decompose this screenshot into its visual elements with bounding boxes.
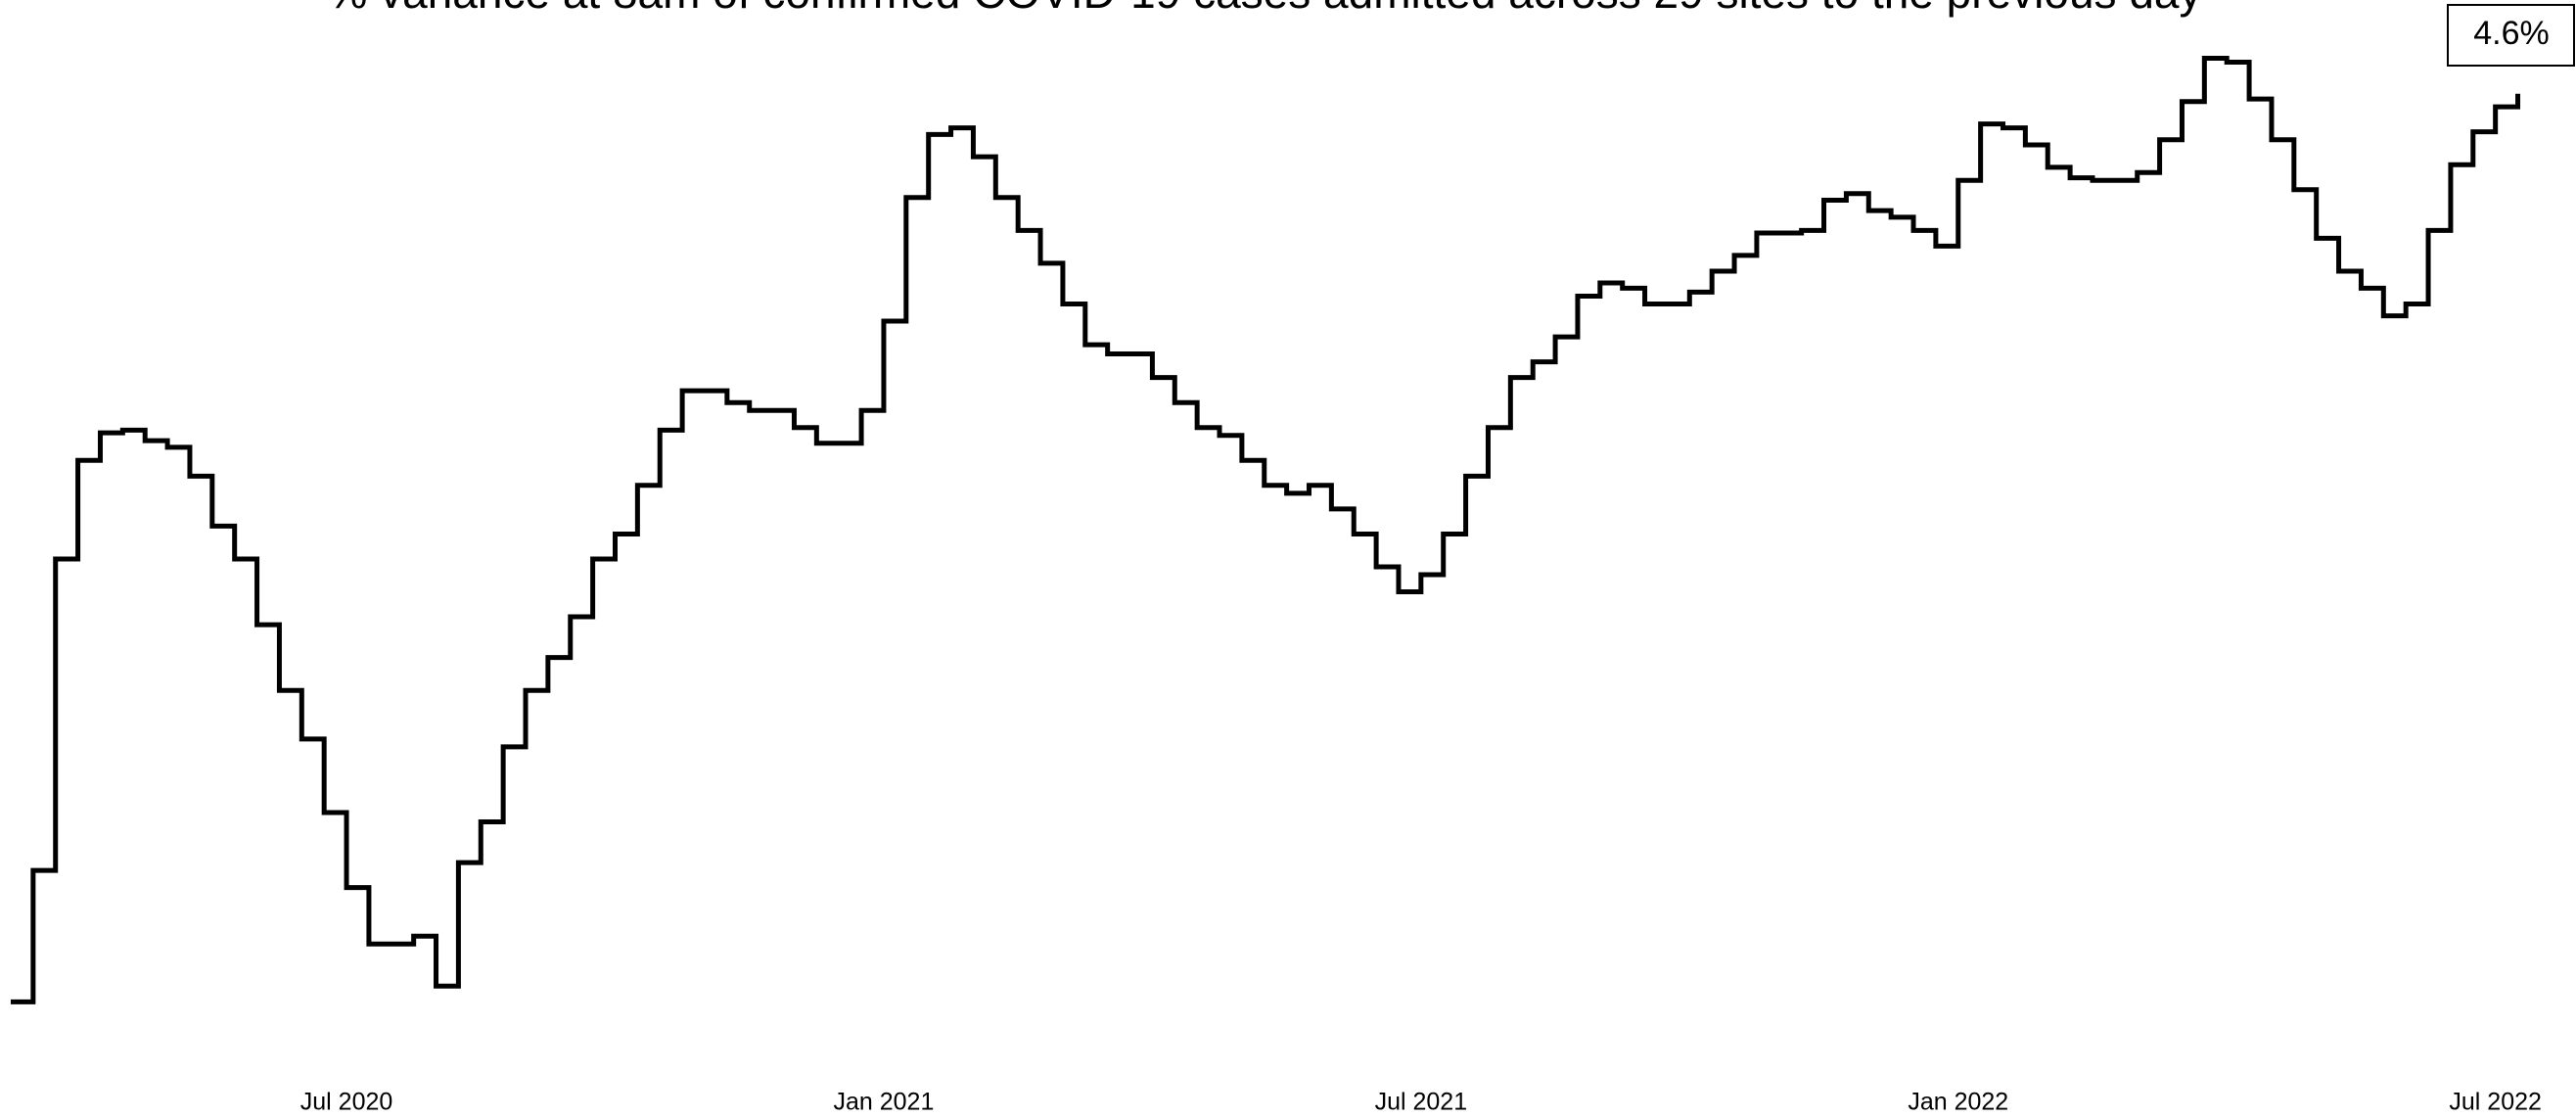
x-tick-label: Jan 2022 (1908, 1089, 2008, 1116)
x-tick-label: Jan 2021 (834, 1089, 935, 1116)
x-tick-label: Jul 2021 (1375, 1089, 1468, 1116)
data-line (10, 55, 2521, 1004)
annotation: 4.6% (2473, 15, 2550, 52)
chart-title: % variance at 8am of confirmed COVID-19 … (328, 0, 2202, 18)
x-tick-label: Jul 2020 (300, 1089, 393, 1116)
annotation-box (2447, 4, 2575, 67)
x-tick-label: Jul 2022 (2449, 1089, 2542, 1116)
